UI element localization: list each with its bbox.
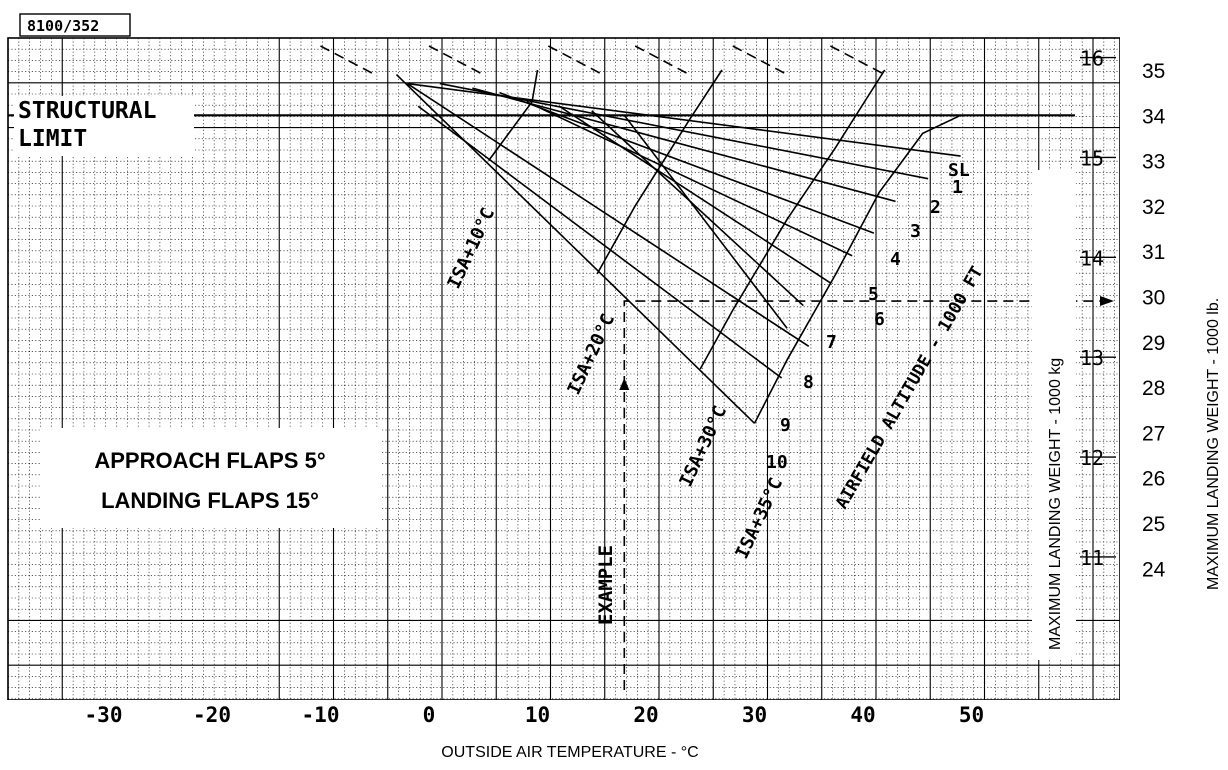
y-tick-label: 30 [1142,287,1165,310]
altitude-label-6: 6 [874,309,885,330]
guide-dash-2 [428,45,484,76]
landing-flaps-label: LANDING FLAPS 15° [101,488,319,513]
x-axis-bg [0,700,1120,770]
y2-tick-label: 16 [1080,47,1104,71]
altitude-label-10: 10 [766,452,788,473]
example-label: EXAMPLE [595,545,617,625]
altitude-line-5 [558,105,831,284]
flaps-panel [40,428,380,528]
altitude-line-3 [499,91,875,234]
altitude-label-7: 7 [826,332,837,353]
altitude-label-3: 3 [910,221,921,242]
isa-line-1 [488,69,539,162]
example-arrow-right [1100,296,1114,307]
y2-tick-label: 12 [1080,446,1104,470]
x-tick-label: 30 [742,703,767,727]
altitude-label-9: 9 [780,415,791,436]
structural-limit-label-line1: STRUCTURAL [18,98,156,124]
y2-axis-title: MAXIMUM LANDING WEIGHT - 1000 kg [1047,358,1064,650]
example-path [623,300,1112,690]
kg-axis-title-bg [1032,170,1076,660]
y-tick-label: 34 [1142,105,1166,128]
isa-label-4: ISA+35°C [731,475,787,562]
structural-limit-label-line2: LIMIT [18,126,87,152]
chart-labels: ISA+10°CISA+20°CISA+30°CISA+35°CEXAMPLEA… [443,160,987,625]
y-tick-label: 27 [1142,422,1165,445]
altitude-line-10 [395,73,756,424]
y2-tick-label: 11 [1080,546,1104,570]
guide-dash-6 [830,45,886,76]
y-tick-label: 32 [1142,196,1165,219]
guide-dash-3 [547,45,603,76]
isa-line-3 [699,69,886,370]
x-tick-label: 40 [850,703,875,727]
altitude-label-5: 5 [868,284,879,305]
guide-dash-4 [634,45,690,76]
altitude-label-2: 2 [930,197,941,218]
x-tick-label: -30 [85,703,123,727]
y-tick-label: 28 [1142,377,1165,400]
chart-grid [7,37,1121,701]
x-tick-label: -20 [193,703,231,727]
x-tick-label: 10 [525,703,550,727]
approach-flaps-label: APPROACH FLAPS 5° [94,448,325,473]
x-tick-label: 50 [959,703,984,727]
y-tick-label: 24 [1142,558,1166,581]
figure-ref: 8100/352 [27,17,99,35]
chart-ticks: -30 -20 -10 0 10 20 30 40 5024252627282930313233… [85,47,1166,727]
x-axis-title: OUTSIDE AIR TEMPERATURE - °C [441,744,698,761]
guide-dash-1 [320,45,376,76]
y-tick-label: 31 [1142,241,1165,264]
isa-line-2 [596,69,723,275]
altitude-line-8 [406,82,810,347]
guide-dash-5 [732,45,788,76]
lb-axis-bg [1120,0,1228,770]
y-tick-label: 33 [1142,151,1165,174]
altitude-label-1: 1 [952,177,963,198]
isa-label-1: ISA+10°C [443,205,499,292]
x-tick-label: 20 [633,703,658,727]
altitude-label-4: 4 [890,249,901,270]
altitude-line-6 [591,110,804,307]
y-tick-label: 35 [1142,60,1165,83]
isa-label-3: ISA+30°C [675,403,731,490]
figure-ref-box [19,13,131,37]
altitude-line-7 [623,114,788,329]
y-tick-label: 26 [1142,468,1165,491]
structural-limit-label-bg [14,96,194,156]
altitude-label-sl: SL [948,160,970,181]
y2-tick-label: 15 [1080,146,1104,170]
y2-tick-label: 13 [1080,346,1104,370]
y-axis-title: MAXIMUM LANDING WEIGHT - 1000 lb. [1205,298,1222,590]
altitude-label-8: 8 [803,372,814,393]
y2-tick-label: 14 [1080,246,1104,270]
x-tick-label: -10 [302,703,340,727]
altitude-line-1 [439,82,929,180]
example-arrow-up [619,378,630,390]
altitude-line-4 [526,100,853,257]
x-tick-label: 0 [423,703,436,727]
y-tick-label: 25 [1142,513,1165,536]
altitude-line-2 [472,87,896,203]
y-tick-label: 29 [1142,332,1165,355]
isa-line-4 [753,114,961,424]
